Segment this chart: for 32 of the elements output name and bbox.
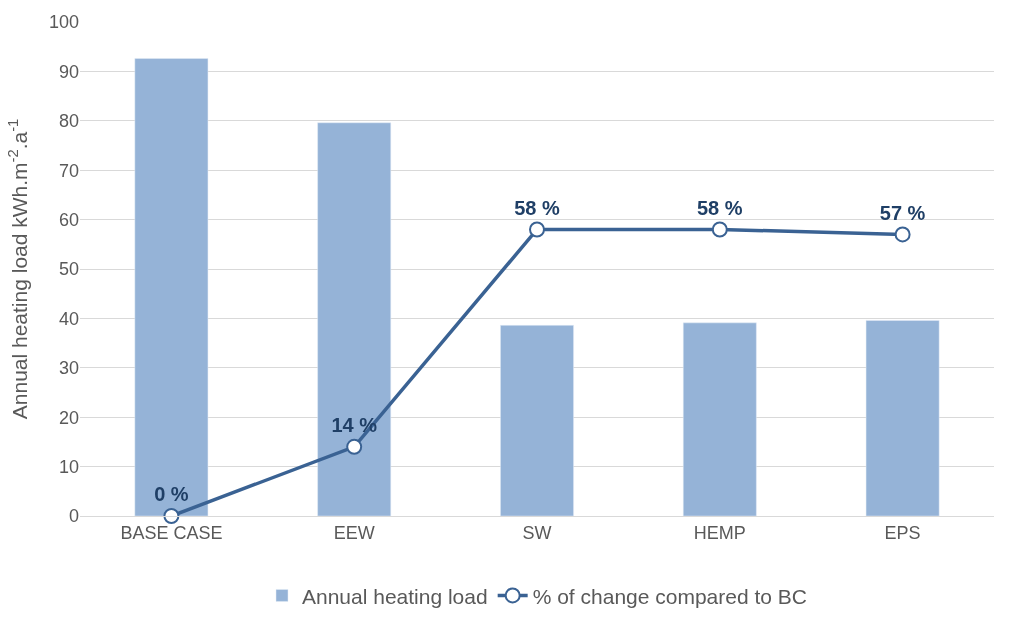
y-tick-label: 80 — [58, 111, 79, 132]
point — [163, 508, 180, 524]
y-tick-label: 0 — [68, 506, 79, 527]
x-tick-label: EPS — [884, 522, 921, 543]
data-label: 57 % — [879, 201, 926, 224]
point — [529, 221, 545, 238]
x-tick-label: SW — [522, 522, 552, 543]
x-tick-label: BASE CASE — [120, 522, 223, 543]
legend-label: Annual heating load — [302, 584, 488, 608]
bar — [682, 322, 757, 516]
y-tick-label: 10 — [58, 456, 79, 477]
y-tick-label: 60 — [58, 209, 79, 230]
point — [711, 221, 728, 238]
bar — [134, 58, 209, 516]
point — [894, 226, 911, 243]
data-label: 58 % — [514, 196, 561, 219]
y-tick-label: 100 — [48, 12, 79, 33]
x-tick-label: HEMP — [693, 522, 746, 543]
y-tick-label: 30 — [58, 358, 79, 379]
bar — [317, 122, 392, 516]
x-tick-label: EEW — [333, 522, 375, 543]
y-tick-label: 40 — [58, 308, 79, 329]
data-label: 58 % — [697, 196, 743, 219]
data-label: 0 % — [154, 483, 189, 506]
y-tick-label: 20 — [58, 407, 79, 428]
legend-label: % of change compared to BC — [532, 584, 807, 608]
y-tick-label: 90 — [58, 61, 79, 82]
bar — [500, 325, 574, 516]
point — [346, 438, 363, 455]
y-tick-label: 70 — [58, 160, 79, 181]
bar — [865, 320, 940, 516]
y-tick-label: 50 — [58, 259, 79, 280]
